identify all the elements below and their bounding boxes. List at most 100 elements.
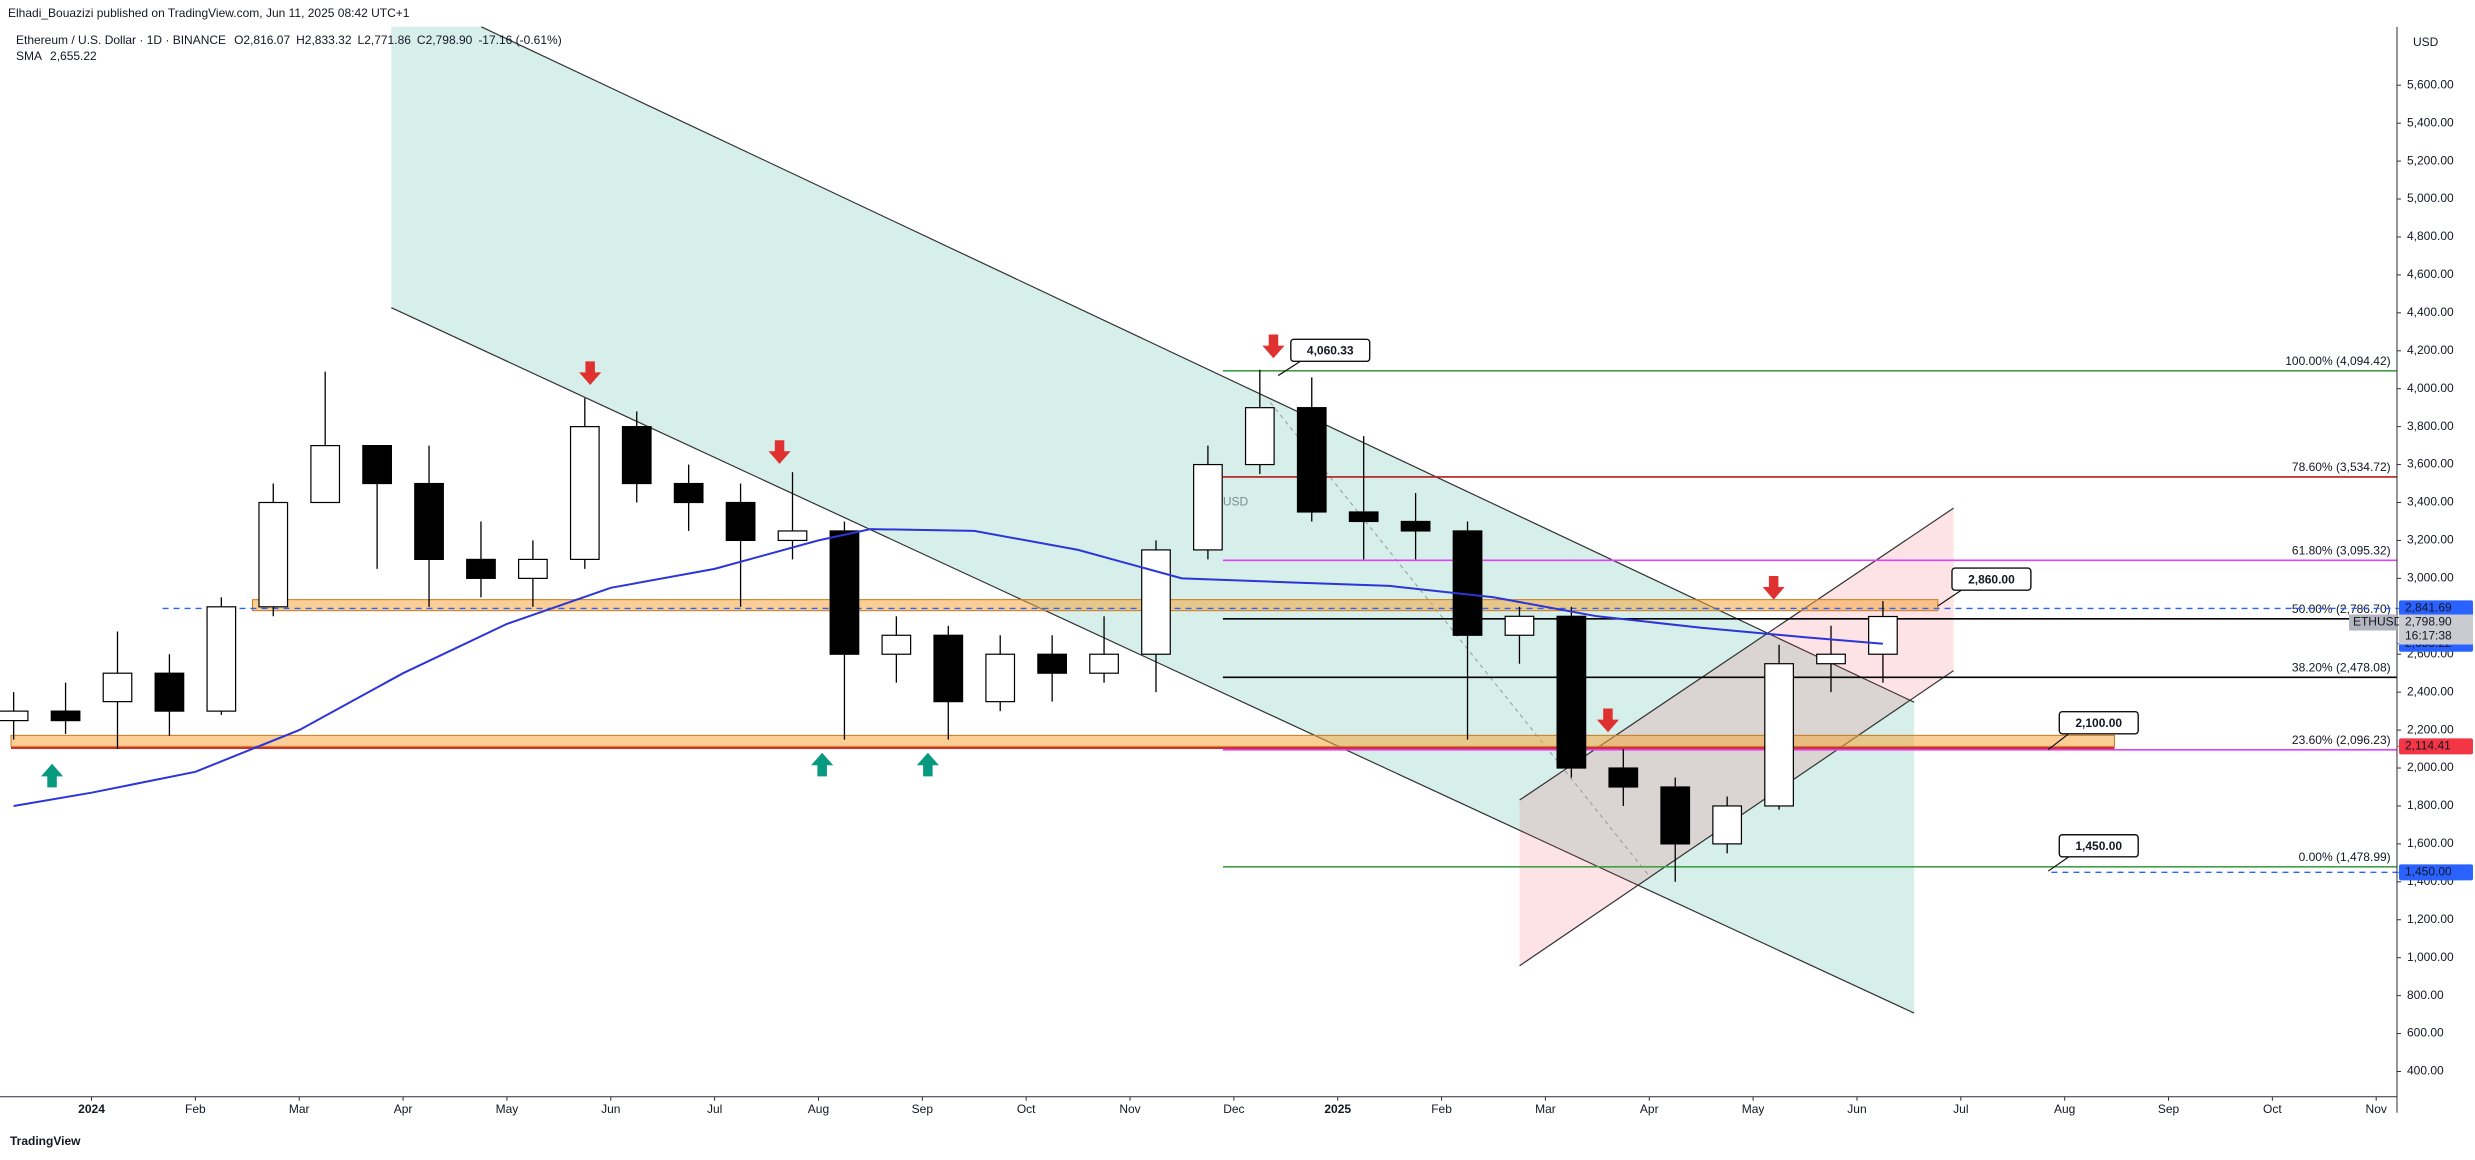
candle-body xyxy=(829,530,860,655)
quote-value: 2,816.07 xyxy=(243,33,290,47)
quote-value: 2,771.86 xyxy=(364,33,411,47)
y-tick-label: 2,200.00 xyxy=(2407,722,2454,736)
callout-label: 2,860.00 xyxy=(1968,572,2015,586)
candle-body xyxy=(1712,805,1743,845)
down-arrow xyxy=(1596,708,1619,733)
up-arrow xyxy=(811,752,834,777)
candle-body xyxy=(933,634,964,703)
x-tick-label: Apr xyxy=(1640,1102,1659,1116)
y-tick-label: 2,400.00 xyxy=(2407,684,2454,698)
fib-label: 61.80% (3,095.32) xyxy=(2292,543,2391,557)
arrow-shape xyxy=(1596,708,1619,733)
footer-logo: TradingView xyxy=(10,1134,81,1148)
candle-body xyxy=(1037,653,1068,674)
indicator-name: SMA xyxy=(16,49,42,63)
indicator-value: 2,655.22 xyxy=(50,49,97,63)
candle-body xyxy=(1089,653,1119,674)
callout-box xyxy=(2058,834,2139,858)
y-tick-label: 3,400.00 xyxy=(2407,495,2454,509)
candle-body xyxy=(518,558,548,579)
x-tick-label: Feb xyxy=(1431,1102,1452,1116)
candle-body xyxy=(362,444,392,485)
candle-body xyxy=(621,426,652,485)
axis-badge: 2,841.69 xyxy=(2405,601,2452,615)
descending-channel-zone xyxy=(391,26,1915,1014)
candle-body xyxy=(206,606,237,712)
x-tick-label: Aug xyxy=(808,1102,829,1116)
callout-pointer xyxy=(1937,589,1962,607)
callout-box xyxy=(1951,567,2032,591)
x-tick-label: Apr xyxy=(394,1102,413,1116)
candle-body xyxy=(154,672,185,712)
candle-body xyxy=(777,530,808,542)
channel-lower xyxy=(391,307,1915,1014)
arrow-shape xyxy=(916,752,939,777)
y-tick-label: 600.00 xyxy=(2407,1026,2444,1040)
up-arrow xyxy=(916,752,939,777)
x-tick-label: Nov xyxy=(2366,1102,2387,1116)
axis-badge: 2,114.41 xyxy=(2405,738,2451,752)
axis-badge-bg xyxy=(2398,600,2473,617)
down-arrow xyxy=(768,440,791,464)
last-price: 2,798.90 xyxy=(2405,615,2452,629)
candle-body xyxy=(310,444,341,504)
candle-body xyxy=(414,482,444,560)
symbol: Ethereum / U.S. Dollar · 1D · BINANCE xyxy=(16,33,226,47)
y-tick-label: 2,000.00 xyxy=(2407,760,2454,774)
arrow-shape xyxy=(811,752,834,777)
x-tick-label: May xyxy=(496,1102,519,1116)
x-tick-label: Jun xyxy=(601,1102,620,1116)
candle-body xyxy=(1504,615,1535,636)
drawings: ETHUSD100.00% (4,094.42)78.60% (3,534.72… xyxy=(10,26,2397,1014)
last-price-bg xyxy=(2398,614,2473,645)
candle-body xyxy=(1141,549,1171,655)
candle-body xyxy=(102,672,133,703)
y-tick-label: 800.00 xyxy=(2407,988,2444,1002)
arrow-shape xyxy=(768,440,791,464)
x-tick-label: 2025 xyxy=(1324,1102,1351,1116)
callout-pointer xyxy=(1277,360,1301,377)
quote-label: H xyxy=(296,33,305,47)
axis-badge-bg xyxy=(2398,864,2473,881)
candle-body xyxy=(1556,615,1587,769)
down-arrow xyxy=(579,361,602,385)
x-tick-label: Oct xyxy=(2263,1102,2282,1116)
arrow-shape xyxy=(1762,576,1785,600)
rising-upper xyxy=(1519,507,1954,801)
callout-box xyxy=(1290,338,1371,363)
candle-body xyxy=(1193,463,1223,551)
x-tick-label: Sep xyxy=(2158,1102,2180,1116)
callout-box xyxy=(2058,710,2139,735)
x-tick-label: Jul xyxy=(1953,1102,1968,1116)
y-tick-label: 4,800.00 xyxy=(2407,229,2454,243)
candle-body xyxy=(985,653,1016,703)
y-tick-label: 3,000.00 xyxy=(2407,571,2454,585)
x-tick-label: Mar xyxy=(1535,1102,1556,1116)
fib-label: 100.00% (4,094.42) xyxy=(2285,354,2390,368)
quote-label: O xyxy=(234,33,243,47)
callout-pointer xyxy=(2047,733,2070,751)
quote-label: L xyxy=(358,33,365,47)
currency: USD xyxy=(2413,35,2439,49)
axes: Elhadi_Bouazizi published on TradingView… xyxy=(0,6,2473,1148)
x-tick-label: Oct xyxy=(1017,1102,1036,1116)
callout-label: 1,450.00 xyxy=(2075,839,2122,853)
down-arrow xyxy=(1762,576,1785,600)
publisher: Elhadi_Bouazizi published on TradingView… xyxy=(8,6,410,20)
candle-body xyxy=(258,501,289,608)
y-tick-label: 1,800.00 xyxy=(2407,798,2454,812)
x-tick-label: Jun xyxy=(1847,1102,1866,1116)
y-tick-label: 1,000.00 xyxy=(2407,950,2454,964)
fib-label: 23.60% (2,096.23) xyxy=(2292,733,2391,747)
candle-body xyxy=(1816,653,1846,665)
fib-label: 0.00% (1,478.99) xyxy=(2299,850,2391,864)
y-tick-label: 3,200.00 xyxy=(2407,533,2454,547)
arrow-shape xyxy=(41,763,64,788)
candle-body xyxy=(1660,786,1691,845)
arrow-shape xyxy=(579,361,602,385)
candle-body xyxy=(1868,615,1898,655)
y-tick-label: 5,600.00 xyxy=(2407,77,2454,91)
candle-body xyxy=(569,426,600,560)
y-tick-label: 4,400.00 xyxy=(2407,305,2454,319)
